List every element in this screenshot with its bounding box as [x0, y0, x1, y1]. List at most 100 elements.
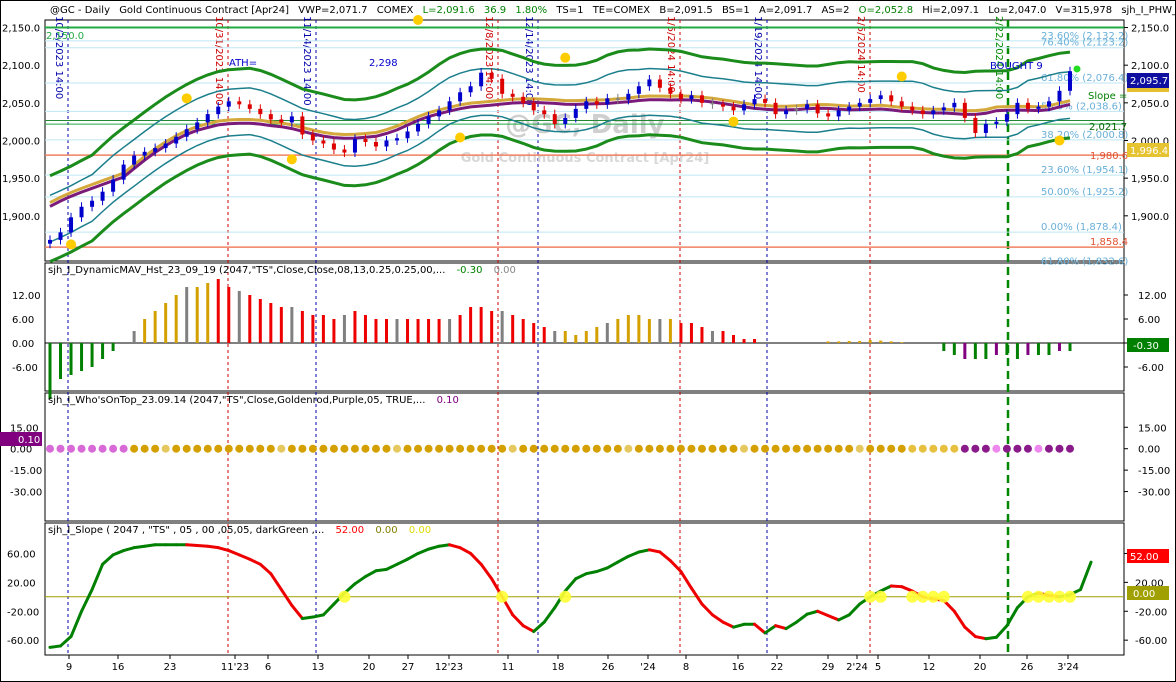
- whos-on-top-dot: [308, 444, 317, 453]
- whos-on-top-dot: [782, 444, 791, 453]
- whos-on-top-dot: [350, 444, 359, 453]
- candle-body: [132, 155, 137, 165]
- vertical-marker-label: 2/22/2024 14:00: [993, 16, 1004, 99]
- candle-body: [58, 232, 63, 240]
- top-left-level: 2,150.0: [46, 31, 84, 42]
- fib-label: 50.00% (1,925.2): [1041, 187, 1128, 198]
- header-percent: 1.80%: [515, 5, 547, 16]
- candle-body: [521, 96, 526, 103]
- slope-segment: [984, 635, 998, 641]
- whos-on-top-dot: [992, 444, 1001, 453]
- candle-body: [489, 72, 494, 79]
- whos-on-top-dot: [140, 444, 149, 453]
- whos-on-top-dot: [1023, 444, 1032, 453]
- slope-tag: Slope =: [1088, 91, 1127, 102]
- whos-on-top-dot: [939, 444, 948, 453]
- candle-body: [657, 79, 662, 88]
- slope-segment: [732, 622, 746, 629]
- dots-tick-label-left: 15.00: [10, 423, 39, 434]
- slope-segment: [458, 546, 473, 555]
- tag-1996: 1,996.4: [1130, 146, 1168, 157]
- candle-body: [69, 217, 74, 233]
- slope-segment: [889, 584, 904, 589]
- dots-value-1: 0.10: [437, 395, 459, 406]
- candle-body: [784, 110, 789, 115]
- x-tick-label: 2'24: [846, 662, 868, 673]
- slope-zero-marker: [906, 590, 919, 603]
- whos-on-top-dot: [1002, 444, 1011, 453]
- whos-on-top-dot: [950, 444, 959, 453]
- whos-on-top-dot: [740, 444, 749, 453]
- whos-on-top-dot: [214, 444, 223, 453]
- whos-on-top-dot: [88, 444, 97, 453]
- whos-on-top-dot: [445, 444, 454, 453]
- slope-segment: [363, 569, 378, 579]
- slope-segment: [427, 544, 441, 551]
- price-tick-label: 2,100.0: [1131, 61, 1169, 72]
- dots-tick-label: -30.00: [1138, 488, 1170, 499]
- slope-segment: [532, 620, 546, 633]
- hist-tick-label: 12.00: [1138, 291, 1167, 302]
- whos-on-top-dot: [582, 444, 591, 453]
- whos-on-top-dot: [592, 444, 601, 453]
- slope-zero-marker: [864, 590, 877, 603]
- slope-segment: [647, 548, 662, 554]
- candle-body: [962, 102, 967, 118]
- slope-zero-marker: [1053, 590, 1066, 603]
- tag-hist: -0.30: [1133, 341, 1159, 352]
- hist-tick-label: 0.00: [12, 339, 34, 350]
- vertical-marker-label: 1/5/2024 14:00: [665, 16, 676, 93]
- slope-segment: [237, 553, 252, 561]
- slope-segment: [248, 557, 262, 566]
- x-tick-label: 6: [265, 662, 271, 673]
- whos-on-top-dot: [329, 444, 338, 453]
- whos-on-top-dot: [235, 444, 244, 453]
- whos-on-top-dot: [56, 444, 65, 453]
- slope-value-1: 52.00: [336, 525, 365, 536]
- whos-on-top-dot: [161, 444, 170, 453]
- slope-segment: [595, 566, 609, 574]
- slope-segment: [805, 609, 820, 616]
- candle-body: [279, 119, 284, 123]
- slope-segment: [563, 577, 578, 593]
- candle-body: [941, 107, 946, 111]
- header-bar: @GC - Daily Gold Continuous Contract [Ap…: [50, 5, 1176, 16]
- whos-on-top-dot: [1044, 444, 1053, 453]
- slope-panel: [45, 543, 1124, 649]
- whos-on-top-dot: [119, 444, 128, 453]
- slope-segment: [122, 546, 136, 553]
- whos-on-top-dot: [613, 444, 622, 453]
- candle-body: [1025, 102, 1030, 109]
- candle-body: [384, 140, 389, 147]
- whos-on-top-dot: [550, 444, 559, 453]
- whos-on-top-dot: [708, 444, 717, 453]
- whos-on-top-dot: [319, 444, 328, 453]
- mav-goldenrod: [49, 94, 1071, 204]
- x-tick-label: 8: [683, 662, 689, 673]
- slope-segment: [353, 575, 367, 586]
- whos-on-top-dot: [98, 444, 107, 453]
- candle-body: [363, 138, 368, 143]
- level-2021: 2,021.7: [1089, 122, 1127, 133]
- candle-body: [763, 99, 768, 103]
- swing-marker: [413, 15, 424, 25]
- slope-segment: [132, 544, 147, 550]
- slope-segment: [111, 549, 126, 557]
- whos-on-top-dot: [1066, 444, 1074, 453]
- candle-body: [805, 104, 810, 109]
- hist-tick-label: 12.00: [12, 291, 41, 302]
- x-tick-label: 13: [312, 662, 325, 673]
- whos-on-top-dot: [687, 444, 696, 453]
- whos-on-top-dot: [803, 444, 812, 453]
- candle-body: [1057, 90, 1062, 102]
- candle-body: [1046, 101, 1051, 107]
- candle-body: [121, 164, 126, 180]
- header-ask-size: AS=2: [822, 5, 850, 16]
- svg-text:sjh_I_DynamicMAV_Hst_23_09_19: sjh_I_DynamicMAV_Hst_23_09_19 (2047,"TS"…: [48, 265, 516, 276]
- slope-zero-marker: [927, 590, 940, 603]
- fib-label: 23.60% (1,954.1): [1041, 165, 1128, 176]
- price-tick-label-left: 2,050.0: [2, 99, 40, 110]
- candle-body: [836, 110, 841, 117]
- dots-tick-label-left: -15.00: [10, 466, 42, 477]
